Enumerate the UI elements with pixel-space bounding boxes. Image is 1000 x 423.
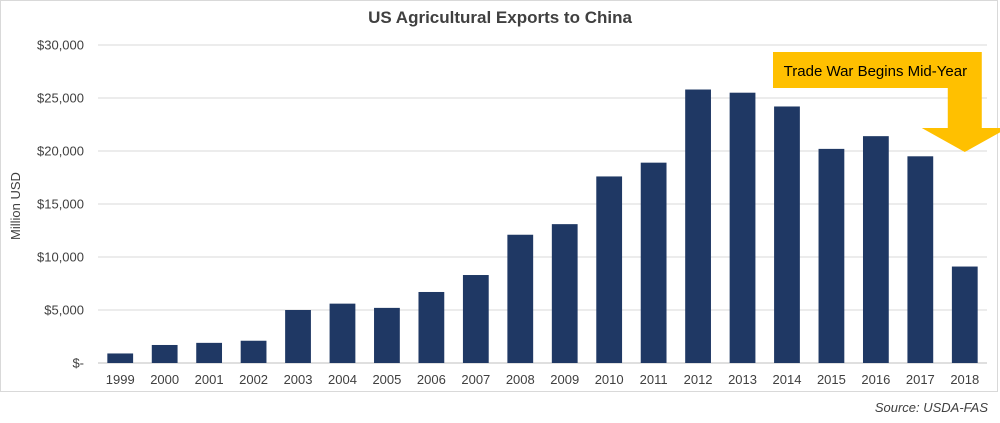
bar-2017 [907,156,934,363]
x-tick-label: 2012 [684,372,713,387]
x-tick-label: 2008 [506,372,535,387]
bar-2008 [507,234,534,363]
bar-2016 [862,136,889,363]
x-tick-label: 2011 [640,372,668,387]
bar-2000 [151,344,178,363]
x-tick-label: 2006 [417,372,446,387]
y-tick-label: $- [72,356,84,371]
x-tick-label: 2007 [461,372,490,387]
chart-frame [0,0,998,392]
callout-arrow [773,52,1000,152]
bar-2001 [196,342,223,363]
x-tick-label: 2002 [239,372,268,387]
x-tick-label: 2005 [372,372,401,387]
y-tick-label: $30,000 [37,38,84,53]
bar-2014 [774,106,800,363]
x-tick-label: 2010 [595,372,624,387]
gridlines [98,44,987,364]
x-tick-label: 2017 [906,372,935,387]
bar-2018 [951,266,978,363]
y-tick-label: $25,000 [37,91,84,106]
bar-2004 [329,303,356,363]
x-tick-label: 2004 [328,372,357,387]
x-tick-label: 2014 [773,372,802,387]
y-tick-label: $10,000 [37,250,84,265]
x-tick-label: 1999 [106,372,135,387]
bars [107,89,978,364]
bar-2012 [685,89,711,364]
bar-2006 [418,291,445,363]
bar-2007 [462,275,489,363]
y-axis-ticks: $- $5,000 $10,000 $15,000 $20,000 $25,000 $30,… [37,38,84,371]
bar-2005 [374,307,400,363]
bar-2009 [551,224,578,363]
trade-war-callout: Trade War Begins Mid-Year [773,52,1000,152]
x-tick-label: 2015 [817,372,846,387]
y-tick-label: $15,000 [37,197,84,212]
bar-2003 [285,310,311,363]
callout-text: Trade War Begins Mid-Year [784,63,967,80]
bar-2002 [240,340,267,363]
chart-title: US Agricultural Exports to China [368,8,632,27]
x-axis-ticks: 1999 2000 2001 2002 2003 2004 2005 2006 2007 2008… [106,372,979,387]
x-tick-label: 2013 [728,372,757,387]
bar-chart: $- $5,000 $10,000 $15,000 $20,000 $25,000 $30,… [8,38,1000,387]
bar-2015 [818,148,845,363]
x-tick-label: 2001 [195,372,224,387]
bar-1999 [107,353,134,363]
x-tick-label: 2003 [284,372,313,387]
source-note: Source: USDA-FAS [874,400,988,415]
y-tick-label: $20,000 [37,144,84,159]
y-tick-label: $5,000 [44,303,84,318]
x-tick-label: 2016 [861,372,890,387]
bar-2011 [640,162,667,363]
bar-2013 [729,92,756,363]
x-tick-label: 2018 [950,372,979,387]
y-axis-label: Million USD [8,172,23,240]
bar-2010 [596,176,623,363]
x-tick-label: 2009 [550,372,579,387]
x-tick-label: 2000 [150,372,179,387]
